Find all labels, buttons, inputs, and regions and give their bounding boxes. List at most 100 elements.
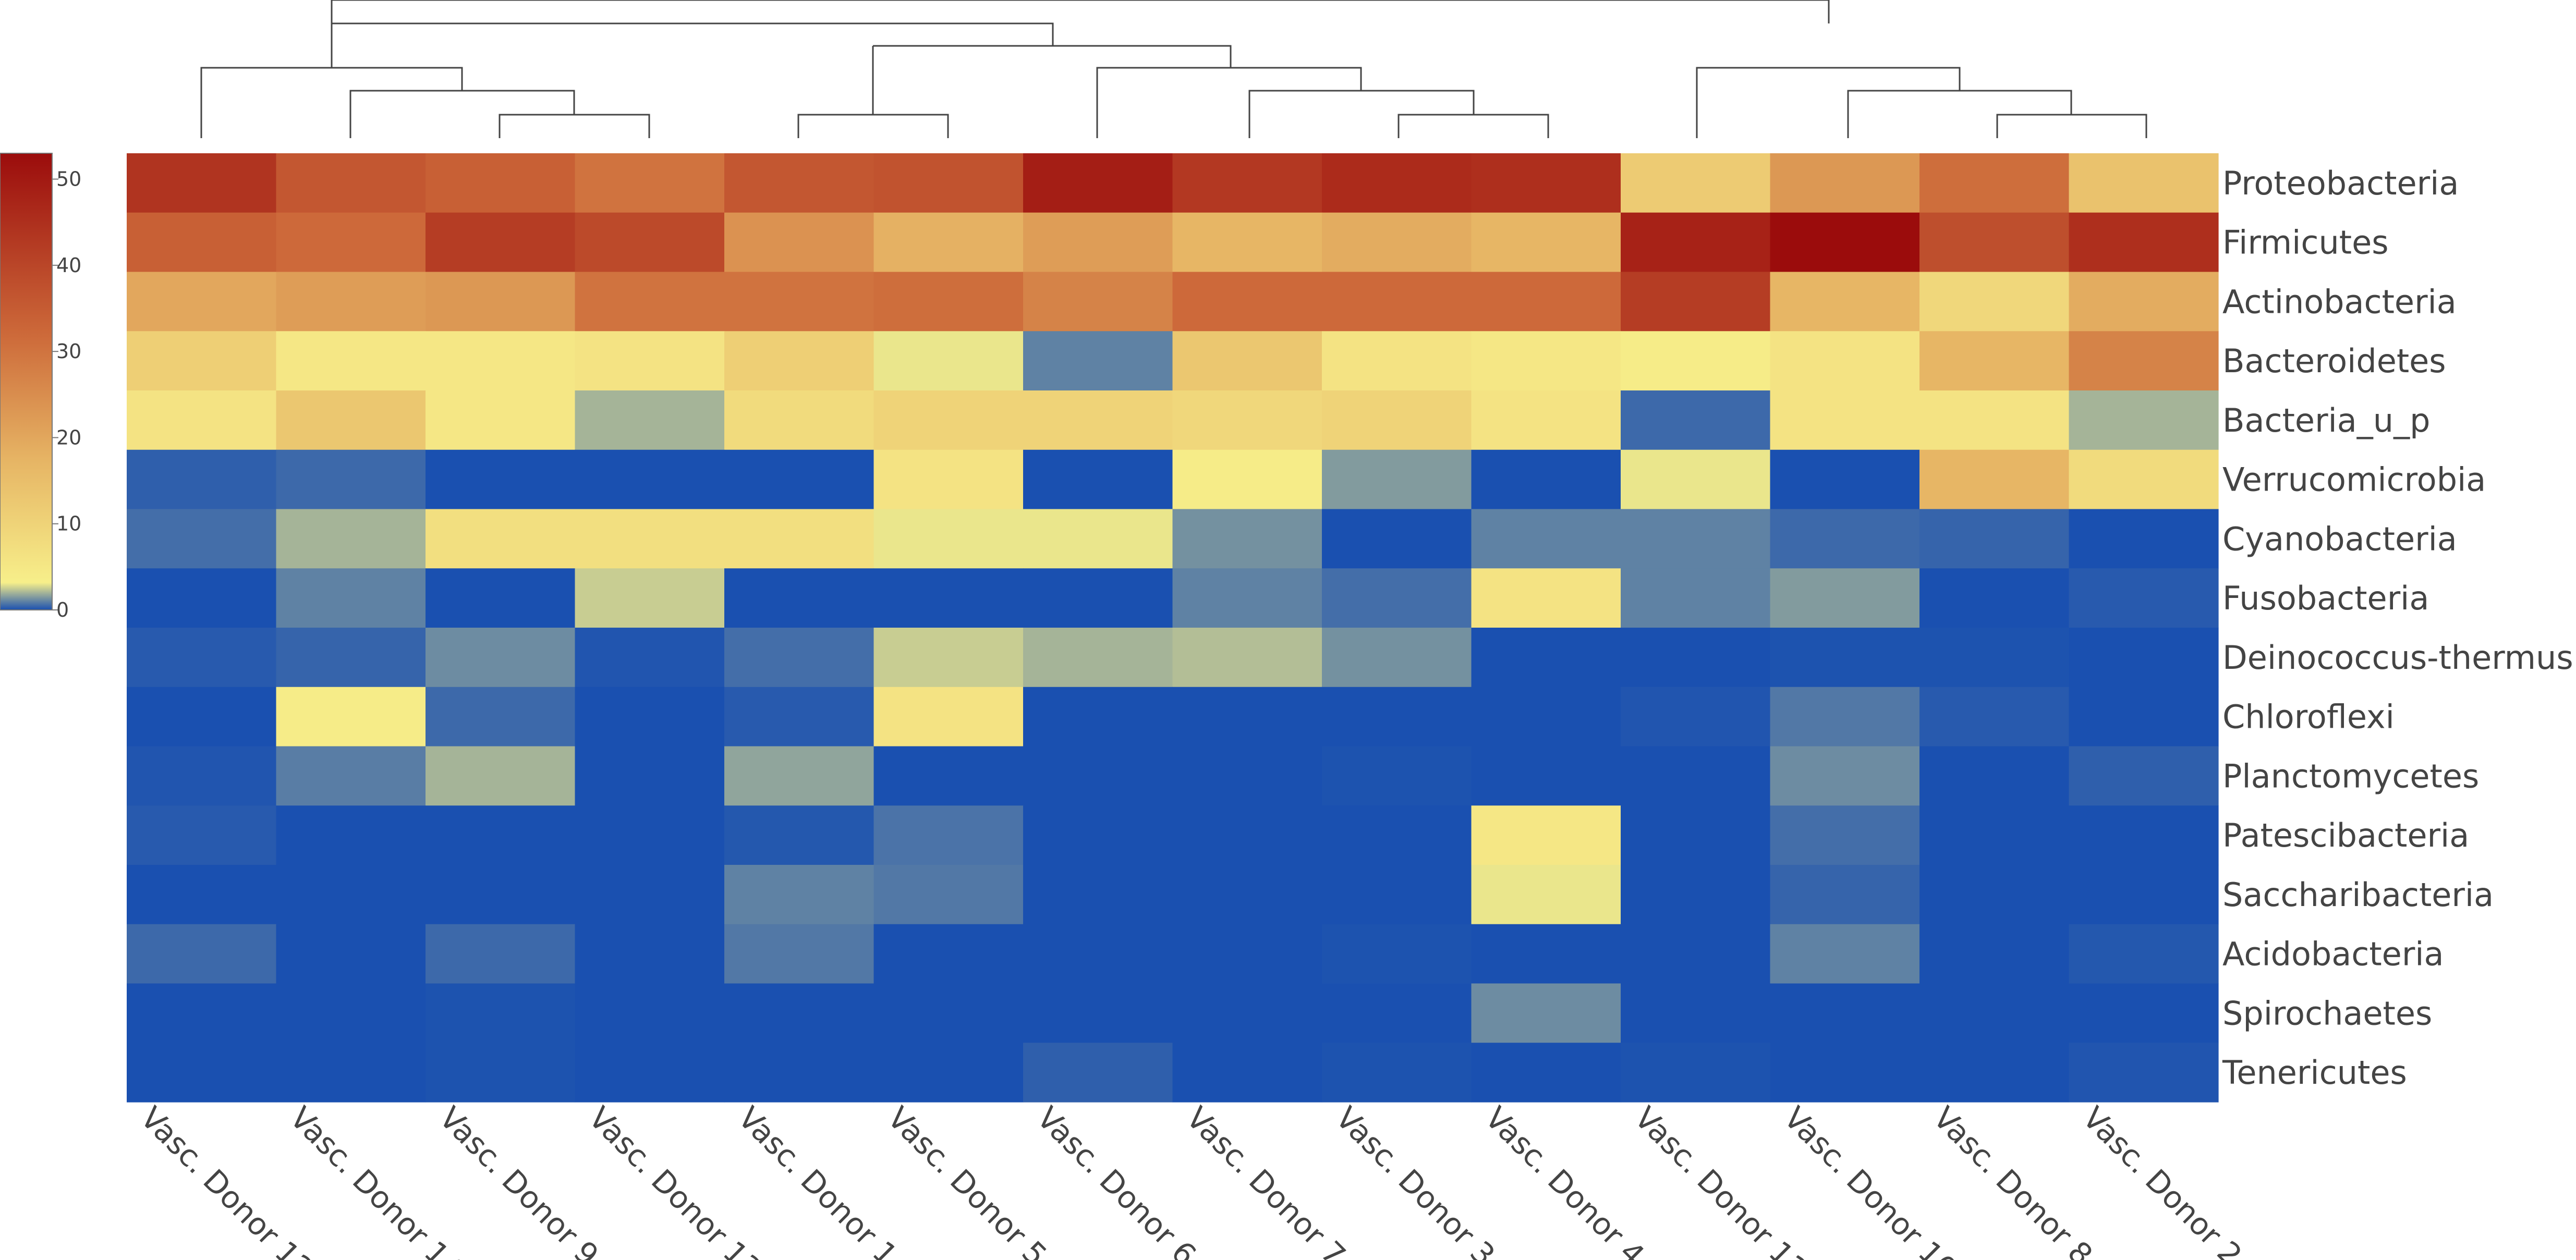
- heatmap-cell: [724, 1043, 874, 1103]
- row-label: Saccharibacteria: [2222, 876, 2494, 914]
- heatmap-cell: [1621, 390, 1771, 450]
- row-label: Bacteroidetes: [2222, 342, 2446, 380]
- heatmap-cell: [575, 153, 725, 213]
- heatmap-cell: [2069, 924, 2219, 984]
- column-label: Vasc. Donor 1: [731, 1100, 904, 1260]
- heatmap-cell: [2069, 509, 2219, 569]
- heatmap-cell: [1621, 628, 1771, 688]
- heatmap-cell: [873, 153, 1024, 213]
- row-labels: Proteobacteria Firmicutes Actinobacteria Ba…: [2222, 164, 2573, 1092]
- heatmap-cell: [276, 272, 426, 332]
- heatmap-cell: [1172, 272, 1322, 332]
- dendrogram-branch: [331, 0, 1830, 23]
- heatmap-cell: [1322, 212, 1472, 273]
- heatmap-cell: [127, 568, 277, 628]
- heatmap-cell: [575, 568, 725, 628]
- heatmap-cell: [1770, 628, 1920, 688]
- heatmap-cell: [724, 153, 874, 213]
- row-label: Verrucomicrobia: [2222, 461, 2486, 499]
- color-scale-tick-label: 20: [56, 426, 81, 449]
- heatmap-cell: [1322, 805, 1472, 865]
- column-label: Vasc. Donor 9: [432, 1100, 605, 1260]
- heatmap-cell: [127, 212, 277, 273]
- heatmap-cell: [1023, 272, 1173, 332]
- heatmap-cell: [1919, 1043, 2070, 1103]
- column-label: Vasc. Donor 2: [2076, 1100, 2249, 1260]
- heatmap-cell: [1023, 331, 1173, 391]
- heatmap-cell: [426, 865, 576, 925]
- heatmap-cell: [1770, 449, 1920, 510]
- heatmap-cell: [1770, 331, 1920, 391]
- heatmap-cell: [575, 865, 725, 925]
- heatmap-cell: [1770, 746, 1920, 806]
- column-label: Vasc. Donor 4: [1478, 1100, 1651, 1260]
- heatmap-cell: [1471, 212, 1621, 273]
- row-label: Tenericutes: [2222, 1054, 2407, 1092]
- heatmap-cell: [1770, 272, 1920, 332]
- heatmap-cell: [724, 983, 874, 1043]
- row-label: Actinobacteria: [2222, 283, 2457, 321]
- heatmap-cell: [2069, 1043, 2219, 1103]
- heatmap-cell: [127, 272, 277, 332]
- heatmap-cell: [1919, 983, 2070, 1043]
- heatmap-cell: [1471, 983, 1621, 1043]
- dendrogram-branch: [1996, 114, 2147, 138]
- heatmap-cell: [276, 924, 426, 984]
- heatmap-cell: [1621, 331, 1771, 391]
- heatmap-cell: [1471, 390, 1621, 450]
- heatmap-cell: [1919, 865, 2070, 925]
- column-label: Vasc. Donor 7: [1180, 1100, 1353, 1260]
- heatmap-cell: [127, 331, 277, 391]
- heatmap-cell: [1770, 212, 1920, 273]
- heatmap-cell: [873, 331, 1024, 391]
- column-label: Vasc. Donor 6: [1030, 1100, 1203, 1260]
- heatmap-cell: [873, 865, 1024, 925]
- heatmap-cell: [873, 449, 1024, 510]
- heatmap-cell: [2069, 687, 2219, 747]
- heatmap-cell: [1471, 153, 1621, 213]
- heatmap-cell: [1770, 568, 1920, 628]
- row-label: Chloroflexi: [2222, 698, 2395, 736]
- heatmap-cell: [724, 805, 874, 865]
- heatmap-cell: [1172, 568, 1322, 628]
- heatmap-cell: [873, 805, 1024, 865]
- heatmap-cell: [1172, 390, 1322, 450]
- heatmap-cell: [1322, 449, 1472, 510]
- heatmap-cell: [1621, 449, 1771, 510]
- heatmap-cell: [276, 1043, 426, 1103]
- heatmap-cell: [276, 390, 426, 450]
- heatmap-cell: [276, 449, 426, 510]
- heatmap-cell: [1471, 449, 1621, 510]
- heatmap-cell: [1919, 746, 2070, 806]
- dendrogram-branch: [1248, 90, 1475, 138]
- heatmap-cell: [2069, 983, 2219, 1043]
- heatmap-cell: [1770, 153, 1920, 213]
- heatmap-cell: [1023, 865, 1173, 925]
- heatmap-cell: [724, 272, 874, 332]
- heatmap-cell: [873, 390, 1024, 450]
- heatmap-cell: [426, 983, 576, 1043]
- heatmap-cell: [1023, 1043, 1173, 1103]
- heatmap-cell: [2069, 628, 2219, 688]
- heatmap-cell: [1919, 212, 2070, 273]
- heatmap-cell: [724, 212, 874, 273]
- heatmap-cell: [1919, 568, 2070, 628]
- row-label: Proteobacteria: [2222, 164, 2459, 202]
- heatmap-cell: [426, 272, 576, 332]
- heatmap-cell: [426, 746, 576, 806]
- row-label: Fusobacteria: [2222, 579, 2429, 617]
- heatmap-cell: [1172, 449, 1322, 510]
- heatmap-cell: [575, 746, 725, 806]
- heatmap-cell: [1770, 509, 1920, 569]
- heatmap-cell: [127, 449, 277, 510]
- row-label: Planctomycetes: [2222, 757, 2479, 795]
- heatmap-cell: [1172, 628, 1322, 688]
- heatmap-cell: [1322, 568, 1472, 628]
- heatmap-cell: [1770, 805, 1920, 865]
- row-label: Spirochaetes: [2222, 994, 2432, 1032]
- heatmap-cell: [1770, 983, 1920, 1043]
- color-scale-tick-label: 50: [56, 168, 81, 191]
- heatmap-cell: [575, 449, 725, 510]
- heatmap-cell: [1322, 628, 1472, 688]
